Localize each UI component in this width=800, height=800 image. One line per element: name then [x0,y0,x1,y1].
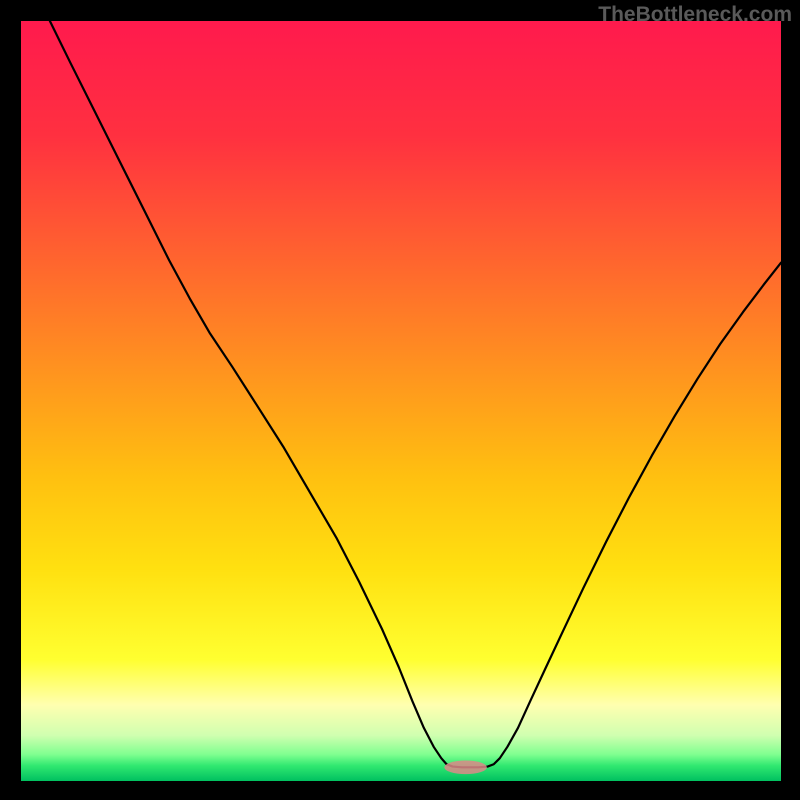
chart-svg [0,0,800,800]
watermark-text: TheBottleneck.com [598,3,792,27]
bottleneck-chart: TheBottleneck.com [0,0,800,800]
optimum-marker [444,760,487,774]
plot-area [21,21,781,781]
